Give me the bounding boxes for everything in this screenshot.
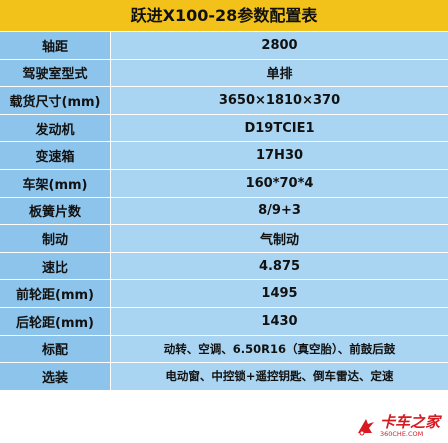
table-row: 板簧片数 8/9+3 bbox=[0, 197, 448, 226]
table-row: 驾驶室型式 单排 bbox=[0, 59, 448, 88]
watermark-name: 卡车之家 bbox=[379, 412, 440, 431]
row-value: 1495 bbox=[110, 279, 448, 308]
row-label: 选装 bbox=[0, 362, 111, 391]
table-row: 标配 动转、空调、6.50R16（真空胎）、前鼓后鼓 bbox=[0, 335, 448, 364]
table-row: 速比 4.875 bbox=[0, 252, 448, 281]
table-row: 选装 电动窗、中控锁+遥控钥匙、倒车雷达、定速 bbox=[0, 362, 448, 391]
row-value: 电动窗、中控锁+遥控钥匙、倒车雷达、定速 bbox=[110, 362, 448, 391]
row-label: 后轮距(mm) bbox=[0, 307, 111, 336]
row-value: 1430 bbox=[110, 307, 448, 336]
row-label: 速比 bbox=[0, 252, 111, 281]
row-label: 发动机 bbox=[0, 114, 111, 143]
row-value: 4.875 bbox=[110, 252, 448, 281]
table-row: 变速箱 17H30 bbox=[0, 141, 448, 170]
truck-logo-icon bbox=[357, 418, 374, 436]
spec-table: 轴距 2800 驾驶室型式 单排 载货尺寸(mm) 3650×1810×370 … bbox=[0, 32, 448, 391]
row-value: 8/9+3 bbox=[110, 197, 448, 226]
table-row: 发动机 D19TCIE1 bbox=[0, 114, 448, 143]
row-value: 动转、空调、6.50R16（真空胎）、前鼓后鼓 bbox=[110, 335, 448, 364]
row-value: 3650×1810×370 bbox=[110, 86, 448, 115]
row-label: 前轮距(mm) bbox=[0, 279, 111, 308]
table-row: 制动 气制动 bbox=[0, 224, 448, 253]
watermark: 卡车之家 360CHE.COM bbox=[356, 412, 440, 438]
row-value: 17H30 bbox=[110, 141, 448, 170]
row-label: 变速箱 bbox=[0, 141, 111, 170]
row-value: D19TCIE1 bbox=[110, 114, 448, 143]
row-label: 轴距 bbox=[0, 32, 111, 60]
row-label: 车架(mm) bbox=[0, 169, 111, 198]
row-value: 160*70*4 bbox=[110, 169, 448, 198]
row-label: 板簧片数 bbox=[0, 197, 111, 226]
table-row: 车架(mm) 160*70*4 bbox=[0, 169, 448, 198]
row-value: 气制动 bbox=[110, 224, 448, 253]
watermark-url: 360CHE.COM bbox=[379, 429, 424, 438]
table-row: 轴距 2800 bbox=[0, 32, 448, 60]
row-label: 驾驶室型式 bbox=[0, 59, 111, 88]
row-label: 载货尺寸(mm) bbox=[0, 86, 111, 115]
table-row: 后轮距(mm) 1430 bbox=[0, 307, 448, 336]
row-value: 单排 bbox=[110, 59, 448, 88]
row-label: 标配 bbox=[0, 335, 111, 364]
table-row: 载货尺寸(mm) 3650×1810×370 bbox=[0, 86, 448, 115]
row-label: 制动 bbox=[0, 224, 111, 253]
table-row: 前轮距(mm) 1495 bbox=[0, 279, 448, 308]
row-value: 2800 bbox=[110, 32, 448, 60]
page-title: 跃进X100-28参数配置表 bbox=[0, 0, 448, 32]
